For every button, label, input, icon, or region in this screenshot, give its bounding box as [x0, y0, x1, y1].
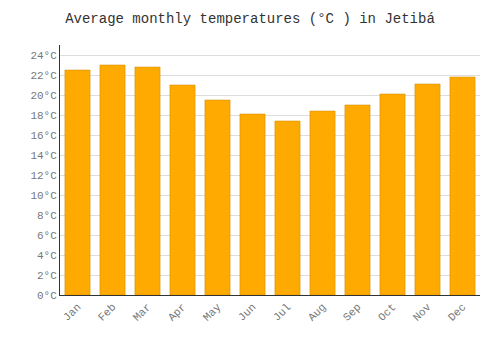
svg-text:2°C: 2°C	[37, 270, 57, 282]
svg-text:24°C: 24°C	[30, 50, 57, 62]
svg-text:8°C: 8°C	[37, 210, 57, 222]
svg-text:Jun: Jun	[236, 301, 258, 323]
svg-text:4°C: 4°C	[37, 250, 57, 262]
svg-text:22°C: 22°C	[30, 70, 57, 82]
svg-text:Sep: Sep	[341, 301, 363, 323]
svg-text:18°C: 18°C	[30, 110, 57, 122]
svg-text:6°C: 6°C	[37, 230, 57, 242]
svg-text:Average monthly temperatures (: Average monthly temperatures (°C ) in Je…	[65, 11, 435, 27]
svg-text:Mar: Mar	[131, 301, 153, 323]
svg-text:Apr: Apr	[166, 301, 188, 323]
svg-text:Nov: Nov	[411, 301, 434, 324]
svg-text:Feb: Feb	[96, 301, 118, 323]
svg-text:May: May	[201, 301, 224, 324]
svg-text:Dec: Dec	[446, 301, 468, 323]
svg-text:0°C: 0°C	[37, 290, 57, 302]
svg-text:12°C: 12°C	[30, 170, 57, 182]
svg-text:16°C: 16°C	[30, 130, 57, 142]
svg-text:20°C: 20°C	[30, 90, 57, 102]
svg-text:Oct: Oct	[376, 301, 398, 323]
svg-text:10°C: 10°C	[30, 190, 57, 202]
svg-text:Jan: Jan	[61, 301, 83, 323]
svg-text:14°C: 14°C	[30, 150, 57, 162]
svg-text:Aug: Aug	[306, 301, 328, 323]
svg-text:Jul: Jul	[271, 301, 293, 323]
